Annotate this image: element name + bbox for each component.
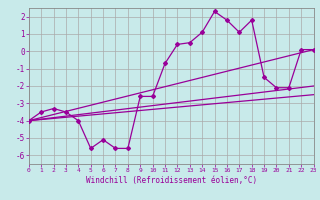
X-axis label: Windchill (Refroidissement éolien,°C): Windchill (Refroidissement éolien,°C) — [86, 176, 257, 185]
